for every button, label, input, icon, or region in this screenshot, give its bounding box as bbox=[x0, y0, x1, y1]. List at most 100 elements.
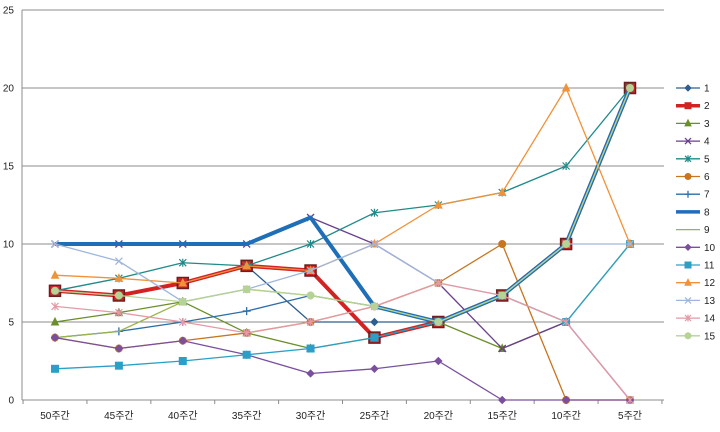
data-point bbox=[50, 333, 60, 342]
legend-item: 13 bbox=[676, 296, 716, 307]
x-tick-label: 20주간 bbox=[424, 410, 454, 422]
legend-item: 6 bbox=[676, 172, 710, 183]
data-point bbox=[242, 307, 251, 316]
data-point bbox=[684, 243, 692, 252]
x-tick-label: 30주간 bbox=[296, 410, 326, 422]
legend-label: 2 bbox=[704, 101, 710, 112]
series-2 bbox=[48, 81, 637, 344]
data-point bbox=[306, 344, 315, 353]
data-point bbox=[242, 285, 251, 294]
legend-item: 5 bbox=[676, 154, 710, 165]
series-line bbox=[54, 87, 631, 323]
x-tick-label: 5주간 bbox=[618, 410, 642, 422]
data-point bbox=[434, 318, 443, 326]
legend-label: 11 bbox=[704, 261, 715, 272]
legend-label: 15 bbox=[704, 331, 716, 342]
data-point bbox=[370, 333, 379, 342]
legend-label: 14 bbox=[704, 314, 716, 325]
data-point bbox=[370, 208, 379, 217]
data-point bbox=[684, 278, 692, 286]
axes: 0 5 10 15 20 25 50주간 45주간 40주간 35주간 30주간 25주간 20주간 15… bbox=[3, 6, 664, 422]
data-point bbox=[684, 261, 692, 269]
legend-label: 1 bbox=[704, 84, 710, 95]
data-point bbox=[434, 199, 443, 209]
data-point bbox=[626, 240, 634, 248]
data-point bbox=[434, 279, 443, 287]
data-point bbox=[684, 296, 692, 304]
data-point bbox=[626, 84, 634, 92]
data-point bbox=[684, 84, 692, 92]
data-point bbox=[306, 240, 315, 248]
x-tick-label: 45주간 bbox=[104, 410, 134, 422]
data-point bbox=[242, 260, 251, 270]
series-line bbox=[54, 87, 631, 323]
legend-label: 3 bbox=[704, 119, 710, 130]
legend-item: 2 bbox=[676, 101, 710, 112]
legend-item: 11 bbox=[676, 261, 715, 272]
data-point bbox=[51, 302, 59, 311]
data-point bbox=[497, 187, 507, 197]
data-point bbox=[684, 173, 692, 180]
legend-label: 4 bbox=[704, 137, 710, 148]
data-point bbox=[51, 240, 59, 248]
x-tick-label: 10주간 bbox=[551, 410, 581, 422]
series-5 bbox=[51, 84, 634, 295]
data-point bbox=[242, 328, 251, 337]
x-tick-label: 40주간 bbox=[168, 410, 198, 422]
legend-item: 9 bbox=[676, 225, 710, 236]
data-point bbox=[562, 318, 571, 326]
legend-label: 9 bbox=[704, 225, 710, 236]
data-point bbox=[114, 273, 124, 282]
data-point bbox=[50, 270, 60, 279]
x-tick-label: 50주간 bbox=[40, 410, 70, 422]
series-line bbox=[54, 87, 631, 292]
legend-label: 10 bbox=[704, 243, 716, 254]
data-point bbox=[306, 369, 315, 378]
data-point bbox=[114, 344, 124, 353]
series-line bbox=[55, 87, 632, 324]
data-point bbox=[684, 155, 692, 163]
x-tick-label: 35주간 bbox=[232, 410, 262, 422]
data-point bbox=[370, 364, 379, 374]
y-tick-label: 0 bbox=[8, 396, 14, 407]
data-point bbox=[178, 336, 187, 345]
data-point bbox=[561, 82, 571, 92]
series-line bbox=[54, 336, 630, 401]
data-point bbox=[370, 302, 379, 311]
legend-item: 1 bbox=[676, 84, 710, 95]
legend-label: 7 bbox=[704, 190, 710, 201]
legend-item: 8 bbox=[676, 207, 710, 218]
series-line bbox=[54, 87, 631, 284]
series-15 bbox=[51, 84, 634, 326]
data-point bbox=[114, 257, 123, 266]
legend-label: 8 bbox=[704, 207, 710, 218]
data-point bbox=[684, 137, 692, 145]
y-tick-label: 20 bbox=[3, 84, 15, 95]
x-tick-label: 25주간 bbox=[360, 410, 390, 422]
legend-label: 13 bbox=[704, 296, 716, 307]
series-12 bbox=[50, 82, 635, 287]
data-point bbox=[562, 240, 571, 248]
data-point bbox=[561, 395, 571, 405]
data-point bbox=[562, 162, 571, 170]
data-point bbox=[178, 357, 187, 365]
y-tick-label: 25 bbox=[3, 6, 15, 17]
series-10 bbox=[50, 333, 635, 405]
data-point bbox=[684, 118, 692, 127]
data-point bbox=[370, 240, 379, 248]
data-point bbox=[306, 291, 315, 300]
data-point bbox=[498, 240, 507, 248]
legend-label: 12 bbox=[704, 278, 716, 289]
data-point bbox=[684, 190, 692, 198]
data-point bbox=[626, 396, 634, 404]
data-point bbox=[684, 332, 692, 340]
data-point bbox=[498, 291, 507, 300]
data-point bbox=[178, 297, 187, 306]
series-line bbox=[54, 282, 631, 401]
legend-item: 7 bbox=[676, 190, 710, 201]
data-point bbox=[498, 344, 507, 353]
data-point bbox=[498, 395, 507, 405]
legend-item: 12 bbox=[676, 278, 716, 289]
series-8 bbox=[55, 87, 632, 324]
data-point bbox=[242, 350, 251, 359]
